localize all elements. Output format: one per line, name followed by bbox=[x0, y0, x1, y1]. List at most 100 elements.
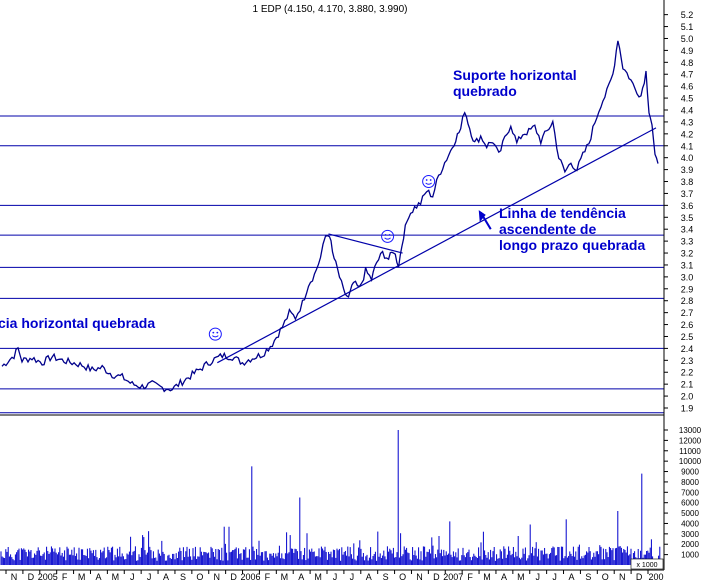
volume-tick-label: 10000 bbox=[679, 457, 702, 466]
volume-tick-label: 3000 bbox=[681, 530, 699, 539]
x-tick-label: A bbox=[569, 572, 575, 582]
x-tick-label: M bbox=[281, 572, 289, 582]
x-tick-label: D bbox=[433, 572, 440, 582]
volume-tick-label: 4000 bbox=[681, 519, 699, 528]
y-tick-label: 4.3 bbox=[681, 117, 694, 127]
y-tick-label: 4.9 bbox=[681, 46, 694, 56]
x-tick-label: 2007 bbox=[443, 572, 463, 582]
y-tick-label: 2.1 bbox=[681, 380, 694, 390]
smiley-icon bbox=[208, 327, 222, 341]
x-tick-label: D bbox=[230, 572, 237, 582]
annotation-trendline-3: longo prazo quebrada bbox=[499, 237, 645, 253]
y-tick-label: 5.2 bbox=[681, 10, 694, 20]
y-tick-label: 4.6 bbox=[681, 82, 694, 92]
smiley-mouth bbox=[212, 335, 219, 338]
volume-unit-label: x 1000 bbox=[636, 562, 657, 569]
x-tick-label: N bbox=[11, 572, 18, 582]
y-tick-label: 2.8 bbox=[681, 296, 694, 306]
smiley-eye bbox=[212, 331, 215, 334]
volume-tick-label: 9000 bbox=[681, 468, 699, 477]
x-tick-label: S bbox=[585, 572, 591, 582]
volume-unit-box bbox=[630, 558, 664, 570]
x-tick-label: F bbox=[265, 572, 271, 582]
y-tick-label: 3.0 bbox=[681, 272, 694, 282]
volume-tick-label: 6000 bbox=[681, 499, 699, 508]
long-term-trend-line bbox=[217, 127, 657, 364]
y-tick-label: 2.7 bbox=[681, 308, 694, 318]
x-tick-label: N bbox=[619, 572, 626, 582]
x-tick-label: D bbox=[636, 572, 643, 582]
x-tick-label: J bbox=[333, 572, 338, 582]
y-tick-label: 3.1 bbox=[681, 260, 694, 270]
volume-tick-label: 1000 bbox=[681, 551, 699, 560]
y-tick-label: 3.6 bbox=[681, 201, 694, 211]
smiley-eye bbox=[216, 331, 219, 334]
smiley-eye bbox=[388, 233, 391, 236]
annotation-trendline-1: Linha de tendência bbox=[499, 205, 626, 221]
x-tick-label: J bbox=[535, 572, 540, 582]
smiley-icon bbox=[381, 229, 395, 243]
y-tick-label: 2.9 bbox=[681, 284, 694, 294]
smiley-eye bbox=[384, 233, 387, 236]
x-tick-label: M bbox=[78, 572, 86, 582]
y-tick-label: 3.5 bbox=[681, 213, 694, 223]
x-tick-label: N bbox=[213, 572, 220, 582]
smiley-mouth bbox=[425, 182, 432, 185]
y-tick-label: 4.4 bbox=[681, 106, 694, 116]
x-tick-label: N bbox=[416, 572, 423, 582]
volume-tick-label: 13000 bbox=[679, 426, 702, 435]
x-tick-label: S bbox=[383, 572, 389, 582]
x-tick-label: A bbox=[366, 572, 372, 582]
y-tick-label: 4.5 bbox=[681, 94, 694, 104]
annotation-trendline-2: ascendente de bbox=[499, 221, 596, 237]
x-tick-label: O bbox=[196, 572, 203, 582]
x-tick-label: J bbox=[147, 572, 152, 582]
x-tick-label: O bbox=[602, 572, 609, 582]
x-tick-label: M bbox=[517, 572, 525, 582]
x-tick-label: J bbox=[552, 572, 557, 582]
x-tick-label: M bbox=[483, 572, 491, 582]
y-tick-label: 3.4 bbox=[681, 225, 694, 235]
y-tick-label: 4.2 bbox=[681, 129, 694, 139]
y-tick-label: 1.9 bbox=[681, 404, 694, 414]
y-tick-label: 2.5 bbox=[681, 332, 694, 342]
volume-tick-label: 5000 bbox=[681, 509, 699, 518]
y-tick-label: 4.8 bbox=[681, 58, 694, 68]
x-tick-label: O bbox=[399, 572, 406, 582]
y-tick-label: 2.6 bbox=[681, 320, 694, 330]
volume-tick-label: 12000 bbox=[679, 436, 702, 445]
x-tick-label: F bbox=[467, 572, 473, 582]
y-tick-label: 3.3 bbox=[681, 237, 694, 247]
x-tick-label: 2006 bbox=[241, 572, 261, 582]
x-tick-label: F bbox=[62, 572, 68, 582]
smiley-face bbox=[208, 327, 222, 341]
smiley-eye bbox=[425, 179, 428, 181]
x-tick-label: A bbox=[298, 572, 304, 582]
x-tick-label: D bbox=[28, 572, 35, 582]
annotation-resistance-broken: cia horizontal quebrada bbox=[0, 315, 155, 331]
y-tick-label: 3.8 bbox=[681, 177, 694, 187]
annotation-support-broken-1: Suporte horizontal bbox=[453, 67, 577, 83]
volume-tick-label: 7000 bbox=[681, 488, 699, 497]
x-tick-label: J bbox=[350, 572, 355, 582]
annotation-support-broken-2: quebrado bbox=[453, 83, 517, 99]
x-tick-label: S bbox=[180, 572, 186, 582]
chart-title: 1 EDP (4.150, 4.170, 3.880, 3.990) bbox=[253, 4, 408, 15]
x-tick-label: J bbox=[130, 572, 135, 582]
volume-tick-label: 8000 bbox=[681, 478, 699, 487]
y-tick-label: 4.1 bbox=[681, 141, 694, 151]
smiley-eye bbox=[429, 179, 432, 181]
volume-tick-label: 2000 bbox=[681, 540, 699, 549]
x-tick-label: M bbox=[112, 572, 120, 582]
annotation-arrow-head bbox=[478, 210, 486, 223]
y-tick-label: 5.1 bbox=[681, 22, 694, 32]
x-tick-label: A bbox=[163, 572, 169, 582]
y-tick-label: 3.9 bbox=[681, 165, 694, 175]
x-tick-label: A bbox=[501, 572, 507, 582]
y-tick-label: 4.0 bbox=[681, 153, 694, 163]
y-tick-label: 2.2 bbox=[681, 368, 694, 378]
smiley-mouth bbox=[384, 237, 391, 240]
y-tick-label: 2.3 bbox=[681, 356, 694, 366]
x-tick-label: A bbox=[95, 572, 101, 582]
